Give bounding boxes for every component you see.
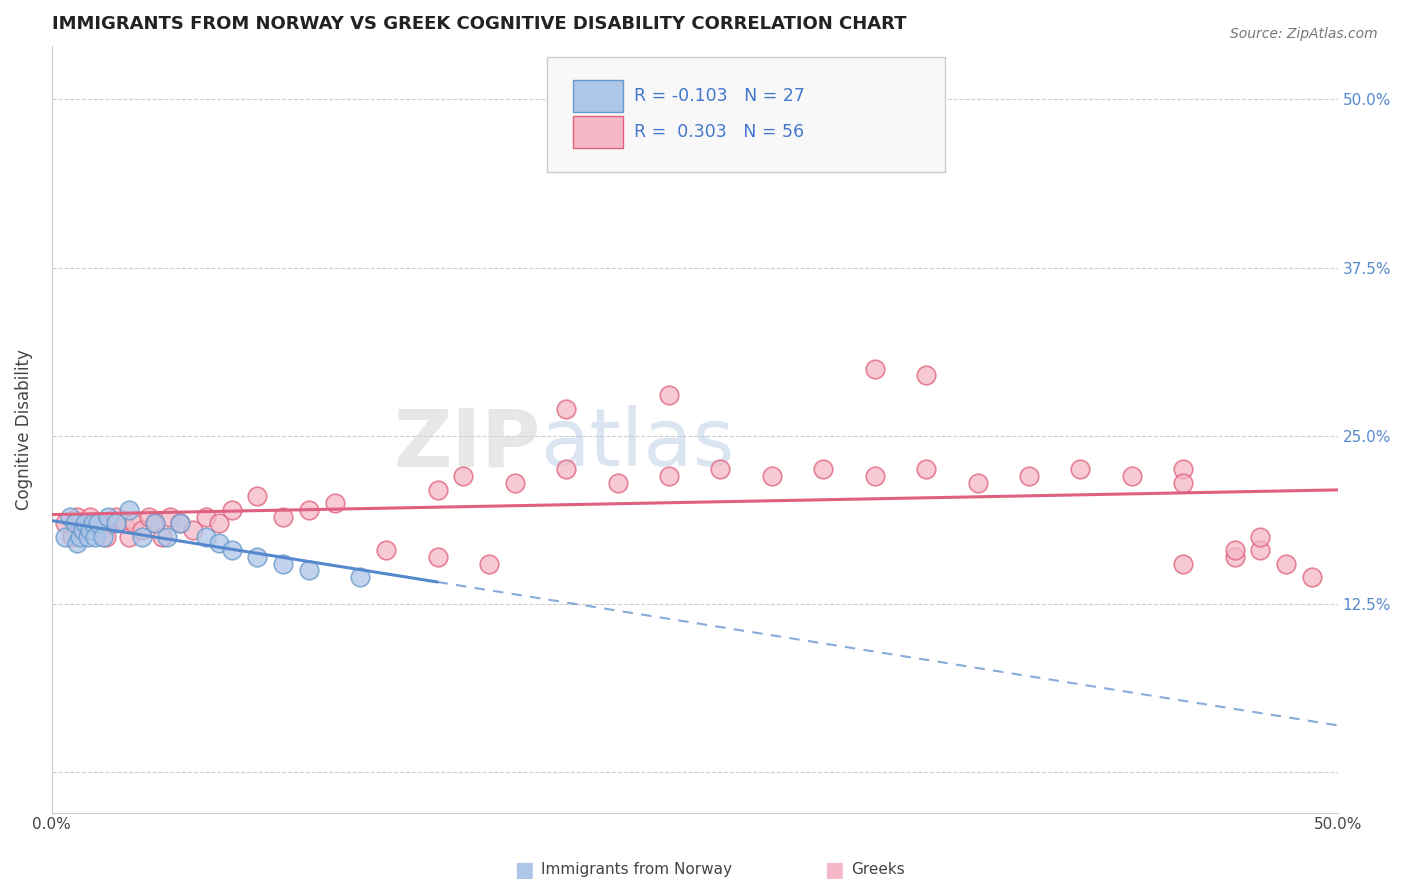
Text: atlas: atlas	[540, 406, 735, 483]
Point	[138, 509, 160, 524]
Point	[246, 489, 269, 503]
Text: Immigrants from Norway: Immigrants from Norway	[541, 863, 733, 877]
Point	[1250, 543, 1272, 558]
Point	[97, 509, 120, 524]
Point	[79, 509, 101, 524]
Point	[143, 516, 166, 531]
Point	[169, 516, 191, 531]
Text: ZIP: ZIP	[394, 406, 540, 483]
Point	[709, 462, 731, 476]
Point	[503, 475, 526, 490]
Point	[271, 557, 294, 571]
Point	[555, 462, 578, 476]
Text: ■: ■	[515, 860, 534, 880]
Point	[112, 516, 135, 531]
Point	[323, 496, 346, 510]
Point	[298, 563, 321, 577]
Point	[375, 543, 398, 558]
Point	[1069, 462, 1091, 476]
Point	[1173, 475, 1195, 490]
Point	[761, 469, 783, 483]
Point	[63, 516, 86, 531]
Point	[915, 368, 938, 383]
Point	[60, 530, 83, 544]
Point	[105, 516, 128, 531]
Point	[100, 516, 122, 531]
Point	[863, 469, 886, 483]
Point	[658, 469, 681, 483]
Text: Greeks: Greeks	[851, 863, 904, 877]
Point	[966, 475, 988, 490]
Point	[208, 516, 231, 531]
Point	[84, 516, 107, 531]
Point	[298, 503, 321, 517]
Point	[426, 483, 449, 497]
Point	[66, 509, 89, 524]
Point	[1173, 557, 1195, 571]
Point	[105, 509, 128, 524]
Point	[118, 530, 141, 544]
Y-axis label: Cognitive Disability: Cognitive Disability	[15, 349, 32, 509]
Point	[76, 530, 98, 544]
Point	[79, 523, 101, 537]
Point	[271, 509, 294, 524]
Text: R =  0.303   N = 56: R = 0.303 N = 56	[634, 122, 804, 141]
Point	[91, 530, 114, 544]
Text: ■: ■	[824, 860, 844, 880]
Point	[66, 536, 89, 550]
Point	[1018, 469, 1040, 483]
Point	[1250, 530, 1272, 544]
Point	[426, 549, 449, 564]
Point	[1121, 469, 1143, 483]
Point	[75, 516, 97, 531]
Point	[181, 523, 204, 537]
Text: IMMIGRANTS FROM NORWAY VS GREEK COGNITIVE DISABILITY CORRELATION CHART: IMMIGRANTS FROM NORWAY VS GREEK COGNITIV…	[52, 15, 907, 33]
Point	[606, 475, 628, 490]
Point	[1301, 570, 1323, 584]
Point	[87, 516, 110, 531]
Point	[208, 536, 231, 550]
Point	[1223, 549, 1246, 564]
Point	[221, 503, 243, 517]
Point	[69, 530, 91, 544]
Point	[1173, 462, 1195, 476]
FancyBboxPatch shape	[572, 80, 623, 112]
Point	[915, 462, 938, 476]
Point	[59, 509, 82, 524]
Point	[90, 523, 112, 537]
Point	[478, 557, 501, 571]
Point	[131, 523, 153, 537]
Point	[53, 530, 76, 544]
Point	[84, 530, 107, 544]
Point	[349, 570, 371, 584]
Point	[72, 523, 94, 537]
Point	[813, 462, 835, 476]
Point	[246, 549, 269, 564]
Point	[195, 530, 218, 544]
Point	[451, 469, 474, 483]
Point	[159, 509, 181, 524]
Point	[72, 523, 94, 537]
Point	[1275, 557, 1298, 571]
Point	[94, 530, 117, 544]
Point	[150, 530, 173, 544]
Point	[195, 509, 218, 524]
FancyBboxPatch shape	[572, 116, 623, 148]
Point	[555, 401, 578, 416]
Point	[658, 388, 681, 402]
Text: Source: ZipAtlas.com: Source: ZipAtlas.com	[1230, 27, 1378, 41]
Point	[118, 503, 141, 517]
Text: R = -0.103   N = 27: R = -0.103 N = 27	[634, 87, 806, 104]
Point	[82, 516, 104, 531]
Point	[1223, 543, 1246, 558]
Point	[863, 361, 886, 376]
Point	[143, 516, 166, 531]
Point	[221, 543, 243, 558]
Point	[169, 516, 191, 531]
Point	[156, 530, 179, 544]
FancyBboxPatch shape	[547, 57, 945, 172]
Point	[131, 530, 153, 544]
Point	[53, 516, 76, 531]
Point	[122, 516, 145, 531]
